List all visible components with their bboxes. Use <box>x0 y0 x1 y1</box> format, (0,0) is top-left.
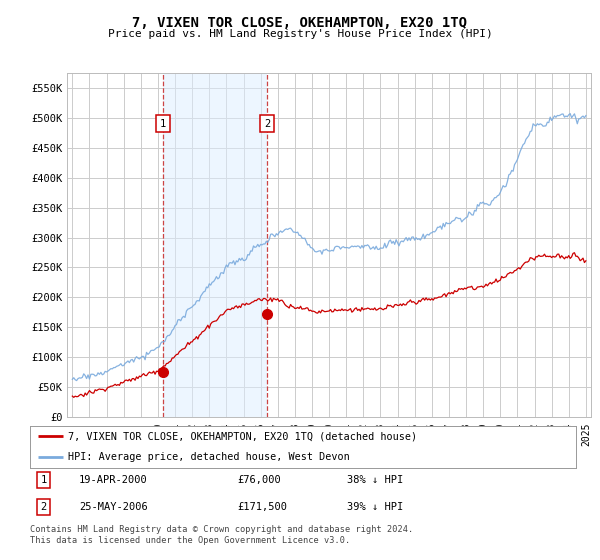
Text: 38% ↓ HPI: 38% ↓ HPI <box>347 475 403 485</box>
Text: 1: 1 <box>41 475 47 485</box>
Text: £76,000: £76,000 <box>238 475 281 485</box>
Text: Price paid vs. HM Land Registry's House Price Index (HPI): Price paid vs. HM Land Registry's House … <box>107 29 493 39</box>
Text: 25-MAY-2006: 25-MAY-2006 <box>79 502 148 512</box>
Bar <box>163 73 267 417</box>
Text: 39% ↓ HPI: 39% ↓ HPI <box>347 502 403 512</box>
Text: 7, VIXEN TOR CLOSE, OKEHAMPTON, EX20 1TQ (detached house): 7, VIXEN TOR CLOSE, OKEHAMPTON, EX20 1TQ… <box>68 431 418 441</box>
Text: £171,500: £171,500 <box>238 502 287 512</box>
Text: 1: 1 <box>160 119 166 129</box>
Text: This data is licensed under the Open Government Licence v3.0.: This data is licensed under the Open Gov… <box>30 536 350 545</box>
Text: 19-APR-2000: 19-APR-2000 <box>79 475 148 485</box>
Text: HPI: Average price, detached house, West Devon: HPI: Average price, detached house, West… <box>68 452 350 462</box>
Text: 7, VIXEN TOR CLOSE, OKEHAMPTON, EX20 1TQ: 7, VIXEN TOR CLOSE, OKEHAMPTON, EX20 1TQ <box>133 16 467 30</box>
Text: Contains HM Land Registry data © Crown copyright and database right 2024.: Contains HM Land Registry data © Crown c… <box>30 525 413 534</box>
Text: 2: 2 <box>41 502 47 512</box>
Text: 2: 2 <box>264 119 270 129</box>
